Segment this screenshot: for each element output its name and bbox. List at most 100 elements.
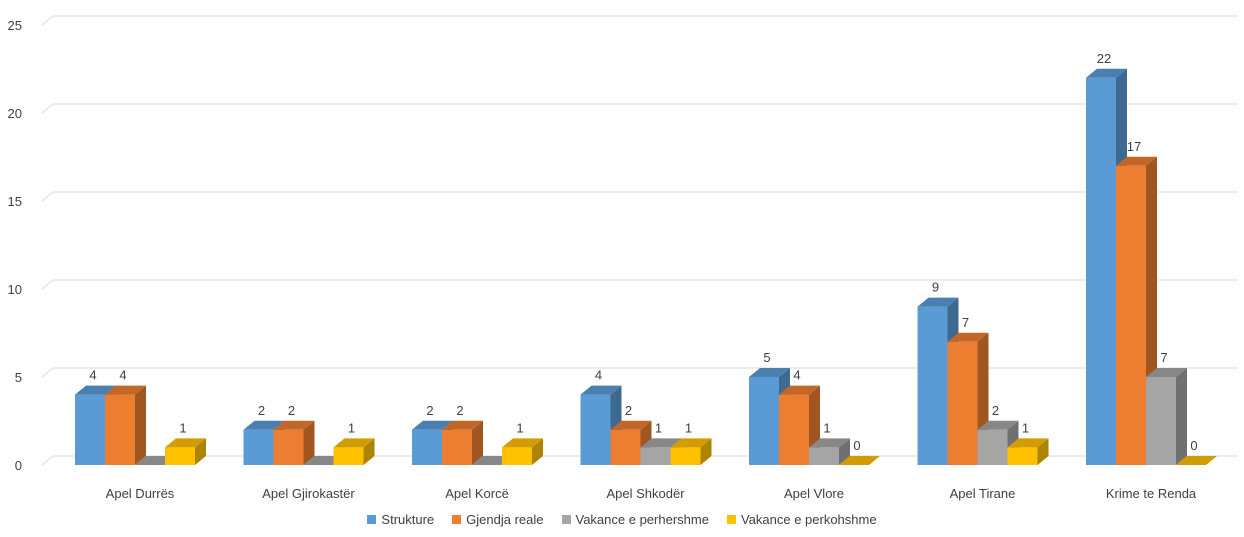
y-tick-label: 10: [8, 282, 22, 297]
bar: [1146, 368, 1187, 465]
bar-front: [917, 306, 948, 465]
bar-side: [363, 438, 375, 465]
bar-side: [303, 420, 315, 465]
bar-top: [75, 385, 116, 395]
bar-top: [580, 385, 622, 395]
bar-front: [580, 394, 611, 465]
legend-label: Strukture: [381, 512, 435, 527]
bar-top: [165, 438, 206, 448]
bar-front: [442, 429, 472, 465]
data-label: 2: [992, 403, 999, 418]
data-label: 1: [179, 420, 186, 435]
legend-label: Gjendja reale: [466, 512, 544, 527]
bar: [670, 438, 712, 465]
bar-front: [165, 447, 195, 465]
chart-legend: Strukture Gjendja reale Vakance e perhersh…: [0, 512, 1244, 527]
bar-front: [333, 447, 364, 465]
bar-top: [1086, 68, 1127, 78]
bar-side: [195, 438, 206, 465]
bar-top: [105, 385, 146, 395]
bar-front: [1086, 77, 1116, 466]
data-label: 4: [119, 368, 126, 383]
bar: [165, 438, 206, 465]
gridline-diag: [41, 191, 54, 202]
data-label: 1: [516, 420, 523, 435]
bar: [502, 438, 543, 465]
bar-front: [1146, 377, 1176, 465]
data-label: 4: [595, 368, 602, 383]
data-label: 4: [793, 368, 800, 383]
bar-front: [1007, 447, 1038, 465]
bar-flat: [839, 456, 880, 465]
bar: [1176, 456, 1217, 465]
data-label: 22: [1097, 51, 1111, 66]
data-label: 4: [89, 368, 96, 383]
data-label: 2: [426, 403, 433, 418]
bar-top: [502, 438, 543, 448]
gridline-diag: [41, 367, 54, 378]
bar-top: [977, 420, 1019, 430]
bar: [809, 438, 850, 465]
data-label: 7: [1160, 350, 1167, 365]
bar-top: [947, 332, 989, 342]
legend-swatch: [367, 515, 377, 524]
y-tick-label: 20: [8, 106, 22, 121]
bar-top: [442, 420, 483, 430]
data-label: 1: [655, 420, 662, 435]
bar-front: [273, 429, 304, 465]
data-label: 9: [932, 280, 939, 295]
bar-side: [1176, 368, 1187, 465]
legend-item: Vakance e perkohshme: [726, 512, 877, 527]
bar-front: [640, 447, 671, 465]
legend-label: Vakance e perhershme: [575, 512, 709, 527]
bar: [273, 420, 315, 465]
bar-top: [1007, 438, 1049, 448]
bar-top: [333, 438, 375, 448]
x-category-label: Apel Shkodër: [606, 486, 685, 501]
legend-item: Gjendja reale: [452, 512, 544, 527]
data-label: 0: [1190, 438, 1197, 453]
bar-front: [75, 394, 105, 465]
floor-edge: [41, 455, 54, 466]
bar: [1007, 438, 1049, 465]
x-category-label: Apel Vlore: [784, 486, 844, 501]
bar-side: [135, 385, 146, 465]
data-label: 2: [288, 403, 295, 418]
bar-side: [700, 438, 712, 465]
bar-front: [809, 447, 839, 465]
bar-front: [947, 341, 978, 465]
legend-label: Vakance e perkohshme: [740, 512, 877, 527]
x-category-label: Apel Korcë: [445, 486, 509, 501]
x-category-label: Krime te Renda: [1106, 486, 1197, 501]
data-label: 1: [685, 420, 692, 435]
gridline-diag: [41, 279, 54, 290]
data-label: 2: [625, 403, 632, 418]
data-label: 7: [962, 315, 969, 330]
bar-top: [273, 420, 315, 430]
x-category-label: Apel Gjirokastër: [262, 486, 355, 501]
data-label: 17: [1127, 139, 1141, 154]
bar-front: [1116, 165, 1146, 466]
bar: [442, 420, 483, 465]
data-label: 2: [456, 403, 463, 418]
bar-front: [977, 429, 1008, 465]
bar-top: [610, 420, 652, 430]
bar: [105, 385, 146, 465]
bar-top: [779, 385, 820, 395]
bar-top: [243, 420, 285, 430]
bar-front: [779, 394, 809, 465]
bar: [333, 438, 375, 465]
legend-swatch: [726, 515, 736, 524]
bar-front: [749, 377, 779, 465]
y-tick-label: 5: [15, 370, 22, 385]
bar-side: [532, 438, 543, 465]
bar-side: [839, 438, 850, 465]
x-category-label: Apel Tirane: [950, 486, 1016, 501]
bar-top: [917, 297, 959, 307]
bar-top: [412, 420, 453, 430]
data-label: 0: [853, 438, 860, 453]
data-label: 1: [348, 420, 355, 435]
bar-top: [1146, 368, 1187, 377]
bar-front: [412, 429, 442, 465]
